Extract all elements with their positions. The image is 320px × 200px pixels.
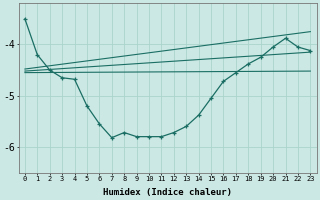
X-axis label: Humidex (Indice chaleur): Humidex (Indice chaleur) (103, 188, 232, 197)
